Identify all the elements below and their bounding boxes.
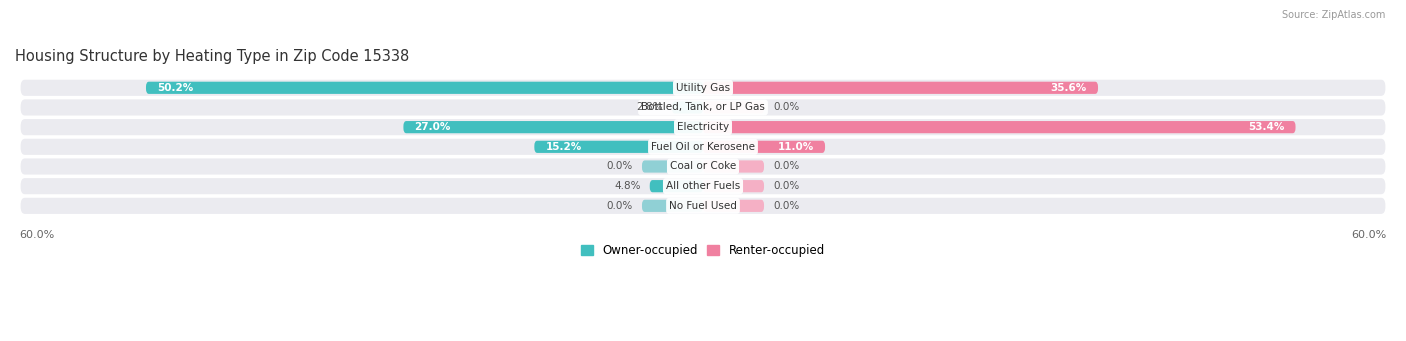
FancyBboxPatch shape: [21, 159, 1385, 175]
FancyBboxPatch shape: [21, 198, 1385, 214]
FancyBboxPatch shape: [643, 200, 703, 212]
FancyBboxPatch shape: [643, 160, 703, 173]
Text: 0.0%: 0.0%: [773, 181, 799, 191]
FancyBboxPatch shape: [703, 200, 763, 212]
FancyBboxPatch shape: [21, 99, 1385, 116]
Text: Utility Gas: Utility Gas: [676, 83, 730, 93]
Legend: Owner-occupied, Renter-occupied: Owner-occupied, Renter-occupied: [576, 239, 830, 262]
Text: Coal or Coke: Coal or Coke: [669, 162, 737, 172]
Text: 35.6%: 35.6%: [1050, 83, 1087, 93]
FancyBboxPatch shape: [21, 119, 1385, 135]
Text: 0.0%: 0.0%: [607, 201, 633, 211]
FancyBboxPatch shape: [21, 80, 1385, 96]
Text: 15.2%: 15.2%: [546, 142, 582, 152]
Text: 27.0%: 27.0%: [415, 122, 451, 132]
Text: 0.0%: 0.0%: [773, 201, 799, 211]
FancyBboxPatch shape: [703, 141, 825, 153]
Text: Fuel Oil or Kerosene: Fuel Oil or Kerosene: [651, 142, 755, 152]
FancyBboxPatch shape: [672, 101, 703, 114]
Text: 2.8%: 2.8%: [637, 102, 664, 113]
FancyBboxPatch shape: [534, 141, 703, 153]
Text: 0.0%: 0.0%: [773, 162, 799, 172]
Text: Electricity: Electricity: [676, 122, 730, 132]
FancyBboxPatch shape: [703, 82, 1098, 94]
FancyBboxPatch shape: [404, 121, 703, 133]
Text: 50.2%: 50.2%: [157, 83, 194, 93]
Text: 0.0%: 0.0%: [607, 162, 633, 172]
Text: Source: ZipAtlas.com: Source: ZipAtlas.com: [1281, 10, 1385, 20]
FancyBboxPatch shape: [650, 180, 703, 192]
Text: No Fuel Used: No Fuel Used: [669, 201, 737, 211]
FancyBboxPatch shape: [703, 160, 763, 173]
FancyBboxPatch shape: [146, 82, 703, 94]
Text: 53.4%: 53.4%: [1249, 122, 1285, 132]
FancyBboxPatch shape: [703, 180, 763, 192]
Text: Housing Structure by Heating Type in Zip Code 15338: Housing Structure by Heating Type in Zip…: [15, 49, 409, 64]
Text: Bottled, Tank, or LP Gas: Bottled, Tank, or LP Gas: [641, 102, 765, 113]
Text: All other Fuels: All other Fuels: [666, 181, 740, 191]
FancyBboxPatch shape: [21, 139, 1385, 155]
FancyBboxPatch shape: [21, 178, 1385, 194]
Text: 4.8%: 4.8%: [614, 181, 641, 191]
Text: 0.0%: 0.0%: [773, 102, 799, 113]
Text: 11.0%: 11.0%: [778, 142, 814, 152]
FancyBboxPatch shape: [703, 101, 763, 114]
FancyBboxPatch shape: [703, 121, 1295, 133]
